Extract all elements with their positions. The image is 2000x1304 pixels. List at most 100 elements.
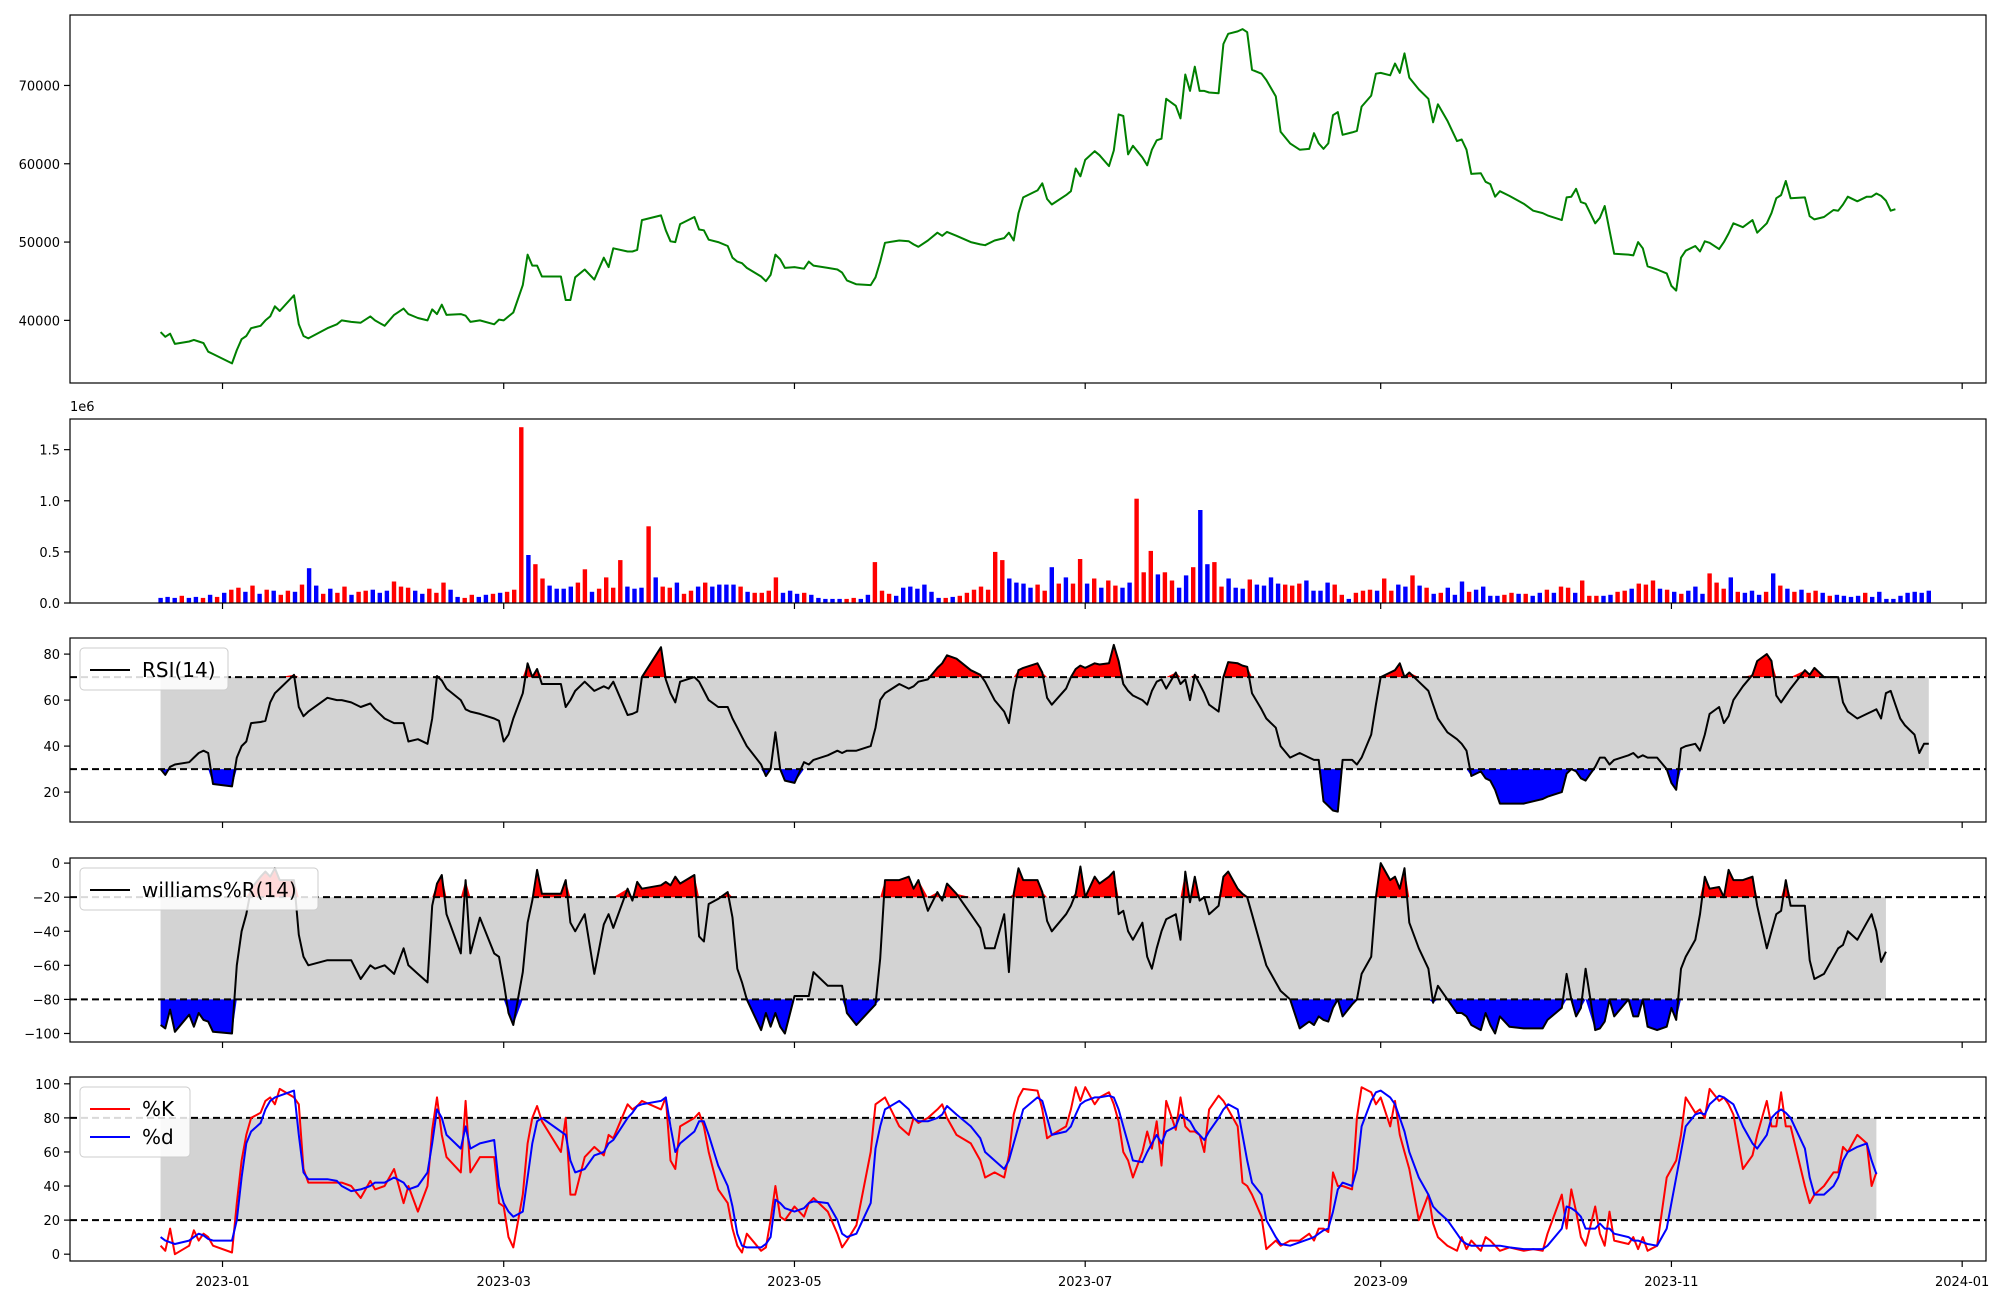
x-tick-label: 2023-09 (1354, 1275, 1408, 1290)
volume-bar (1615, 591, 1620, 603)
legend-box (79, 1086, 191, 1158)
y-tick-label: −60 (33, 959, 60, 974)
volume-bar (547, 585, 552, 603)
volume-bar (1049, 567, 1054, 603)
series-line-rsi14 (159, 643, 1929, 813)
volume-bar (236, 587, 241, 603)
volume-bar (1551, 592, 1557, 603)
volume-bar (1226, 578, 1231, 603)
volume-bar (1318, 590, 1323, 603)
volume-bar (929, 591, 934, 603)
volume-bar (1820, 592, 1825, 603)
volume-bar (816, 597, 821, 603)
volume-bar (575, 582, 581, 603)
volume-bar (780, 592, 786, 603)
volume-bar (1573, 592, 1578, 603)
volume-bar (1099, 587, 1104, 603)
volume-bar (1636, 583, 1641, 603)
volume-bar (936, 597, 941, 603)
volume-bar (1205, 564, 1210, 603)
volume-bar (731, 584, 736, 603)
volume-bar (971, 589, 977, 603)
volume-bar (1403, 586, 1408, 603)
volume-bar (858, 598, 863, 603)
volume-bar (1587, 595, 1592, 603)
volume-bar (342, 586, 347, 603)
volume-bar (1679, 593, 1684, 603)
volume-bar (1473, 589, 1479, 603)
volume-bar (250, 585, 255, 603)
y-tick-label: −20 (33, 891, 60, 906)
volume-bar (1749, 590, 1755, 603)
volume-bar (1714, 582, 1719, 603)
volume-bar (703, 582, 708, 603)
volume-bar (1884, 598, 1889, 603)
volume-bar (207, 594, 213, 603)
volume-bar (1240, 588, 1245, 603)
volume-bar (823, 598, 828, 603)
volume-bar (165, 596, 170, 603)
volume-bar (1898, 595, 1903, 603)
legend-label: williams%R(14) (142, 878, 297, 902)
volume-bar (844, 598, 849, 603)
volume-bar (1176, 587, 1182, 603)
volume-bar (1509, 592, 1514, 603)
volume-bar (398, 586, 404, 603)
volume-bar (1855, 595, 1861, 603)
volume-bar (1374, 590, 1380, 603)
volume-bar (589, 591, 595, 603)
volume-bar (193, 596, 199, 603)
volume-bar (922, 584, 927, 603)
volume-bar (1905, 592, 1910, 603)
volume-bar (561, 588, 566, 603)
axes-frame (69, 637, 1987, 823)
oversold-fill (160, 769, 1929, 812)
panel-rsi: 20 40 60 80 RSI(14) (43, 637, 1987, 828)
volume-bar (1120, 587, 1125, 603)
series-line-price (159, 28, 1896, 365)
volume-bar (1134, 498, 1139, 603)
volume-bar (1169, 580, 1175, 603)
volume-bar (674, 582, 680, 603)
volume-bar (639, 587, 644, 603)
volume-bar (915, 588, 920, 603)
y-tick-label: 100 (35, 1078, 60, 1093)
volume-bar (1438, 592, 1443, 603)
volume-bar (950, 596, 955, 603)
volume-bar (1445, 587, 1450, 603)
volume-bar (568, 586, 573, 603)
volume-bar (1565, 587, 1571, 603)
volume-bar (314, 585, 319, 603)
volume-bar (1735, 591, 1740, 603)
volume-bar (1558, 586, 1564, 603)
y-tick-label: 20 (43, 1214, 60, 1229)
volume-bar (1785, 588, 1790, 603)
overbought-fill (160, 644, 1929, 678)
volume-bar (1141, 572, 1146, 603)
volume-bar (794, 593, 800, 603)
y-tick-label: 1.5 (39, 444, 60, 459)
volume-bar (1021, 583, 1026, 603)
y-tick-label: 40000 (19, 314, 60, 329)
volume-bar (1516, 593, 1521, 603)
volume-bar (1424, 587, 1429, 603)
volume-bar (1162, 572, 1168, 603)
volume-bar (618, 560, 623, 603)
volume-bar (1848, 596, 1854, 603)
volume-bar (1657, 588, 1663, 603)
volume-bar (660, 586, 665, 603)
volume-bar (1827, 595, 1832, 603)
x-tick-label: 2023-03 (477, 1275, 531, 1290)
volume-bar (1707, 573, 1712, 603)
volume-bar (321, 593, 326, 603)
volume-bar (1580, 580, 1585, 603)
volume-bar (1650, 580, 1656, 603)
y-tick-label: −80 (33, 993, 60, 1008)
volume-bar (1070, 583, 1076, 603)
y-tick-label: 0.5 (39, 546, 60, 561)
volume-bar (448, 589, 453, 603)
volume-bar (1382, 578, 1387, 603)
volume-bar (1198, 510, 1203, 603)
volume-bar (1092, 578, 1097, 603)
